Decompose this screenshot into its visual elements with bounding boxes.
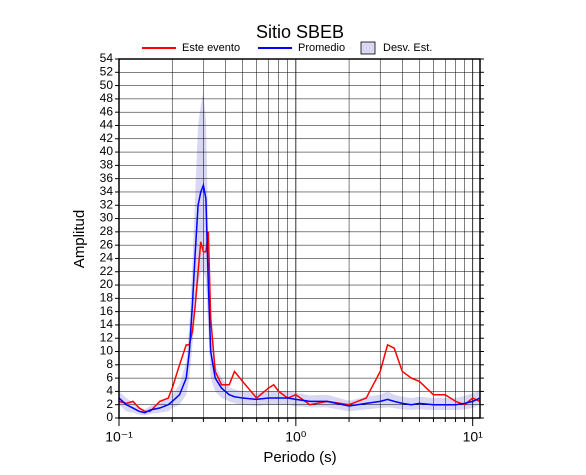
y-tick-label: 32 (100, 197, 114, 211)
x-tick-label: 10⁻¹ (105, 429, 133, 445)
y-tick-label: 10 (100, 344, 114, 358)
y-tick-label: 12 (100, 330, 114, 344)
y-tick-label: 20 (100, 277, 114, 291)
y-tick-label: 8 (106, 357, 113, 371)
y-tick-label: 52 (100, 64, 114, 78)
y-tick-label: 16 (100, 304, 114, 318)
series-line (118, 231, 481, 413)
x-tick-label: 10⁰ (285, 429, 307, 445)
legend-label: Este evento (182, 42, 240, 54)
y-tick-label: 4 (106, 384, 113, 398)
y-tick-label: 50 (100, 78, 114, 92)
y-tick-label: 24 (100, 251, 114, 265)
y-tick-label: 46 (100, 104, 114, 118)
y-tick-label: 26 (100, 237, 114, 251)
y-tick-label: 54 (100, 51, 114, 65)
y-tick-label: 42 (100, 131, 114, 145)
std-band (119, 92, 480, 416)
y-tick-label: 18 (100, 291, 114, 305)
y-tick-label: 44 (100, 118, 114, 132)
y-tick-label: 2 (106, 397, 113, 411)
legend-swatch (360, 41, 376, 55)
y-tick-label: 38 (100, 158, 114, 172)
y-tick-label: 40 (100, 144, 114, 158)
y-tick-label: 14 (100, 317, 114, 331)
plot-area (119, 59, 480, 418)
y-tick-label: 6 (106, 370, 113, 384)
y-tick-label: 34 (100, 184, 114, 198)
y-tick-label: 36 (100, 171, 114, 185)
x-axis-label: Periodo (s) (263, 449, 336, 466)
y-tick-label: 22 (100, 264, 114, 278)
y-tick-label: 48 (100, 91, 114, 105)
x-tick-label: 10¹ (463, 429, 484, 445)
y-tick-label: 28 (100, 224, 114, 238)
legend-label: Desv. Est. (383, 42, 432, 54)
y-tick-label: 0 (106, 410, 113, 424)
chart-title: Sitio SBEB (256, 22, 344, 42)
legend-label: Promedio (298, 42, 345, 54)
y-tick-label: 30 (100, 211, 114, 225)
plot-frame (118, 58, 481, 419)
y-axis-label: Amplitud (71, 210, 88, 268)
series-line (118, 182, 481, 414)
